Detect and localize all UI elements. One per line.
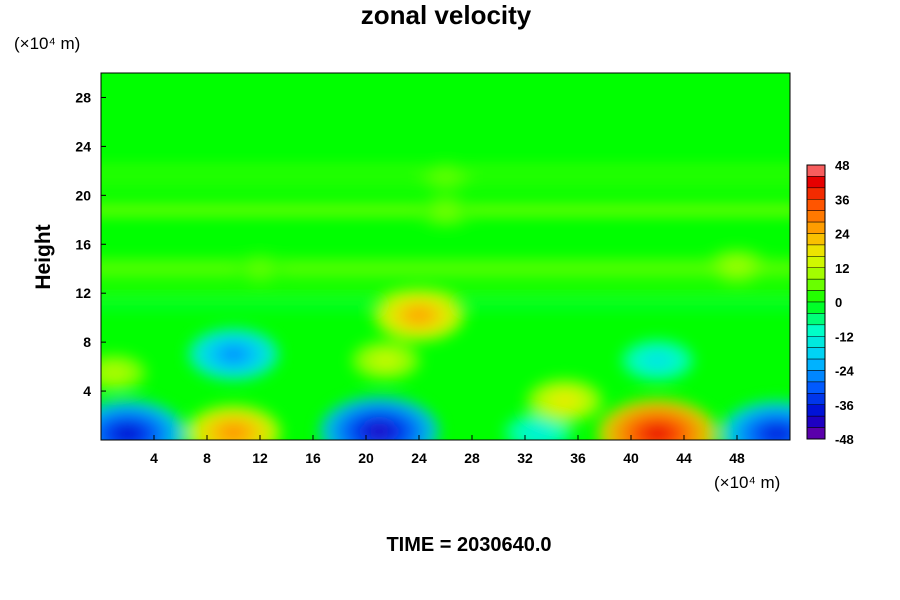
colorbar-tick-label: -12 <box>835 329 854 344</box>
colorbar-segment <box>806 199 826 211</box>
colorbar-tick-label: -24 <box>835 364 855 379</box>
x-tick-label: 12 <box>252 450 268 466</box>
colorbar-segment <box>806 381 826 394</box>
colorbar-tick-label: -48 <box>835 432 854 447</box>
y-tick-label: 16 <box>75 236 91 252</box>
colorbar-frame <box>806 164 826 440</box>
velocity-extremum <box>188 328 279 381</box>
colorbar-ticks: 48 36 24 12 0 -12 -24 -36 -48 <box>835 158 855 447</box>
colorbar-segment <box>806 164 826 177</box>
y-axis-unit: (×10⁴ m) <box>14 34 80 53</box>
velocity-extremum <box>706 248 768 284</box>
y-tick-label: 28 <box>75 89 91 105</box>
velocity-extremum <box>597 398 718 440</box>
colorbar-segment <box>806 336 826 348</box>
velocity-extremum <box>621 339 694 382</box>
y-axis-ticks: 4 8 12 16 20 24 28 <box>75 89 106 399</box>
colorbar-segment <box>806 176 826 189</box>
colorbar-segment <box>806 278 826 291</box>
plot-background <box>101 73 790 440</box>
y-tick-label: 4 <box>83 383 91 399</box>
x-axis-unit: (×10⁴ m) <box>714 473 780 492</box>
velocity-extremum <box>101 399 186 440</box>
velocity-extremum <box>232 253 288 285</box>
plot-area <box>100 72 791 441</box>
colorbar-segment <box>806 187 826 200</box>
velocity-band <box>101 288 790 296</box>
y-tick-label: 8 <box>83 334 91 350</box>
colorbar-segment <box>806 415 826 428</box>
x-tick-label: 36 <box>570 450 586 466</box>
y-tick-label: 24 <box>75 138 91 154</box>
x-tick-label: 20 <box>358 450 374 466</box>
colorbar-tick-label: 48 <box>835 158 849 173</box>
colorbar-segment <box>806 370 826 383</box>
colorbar-tick-label: -36 <box>835 398 854 413</box>
colorbar-tick-label: 0 <box>835 295 842 310</box>
colorbar-segment <box>806 393 826 406</box>
x-tick-label: 32 <box>517 450 533 466</box>
colorbar-segment <box>806 358 826 371</box>
velocity-extremum <box>351 340 421 381</box>
velocity-extremum <box>417 195 474 228</box>
y-tick-label: 12 <box>75 285 91 301</box>
x-tick-label: 48 <box>729 450 745 466</box>
colorbar-segment <box>806 404 826 417</box>
plot-frame <box>100 72 791 441</box>
x-tick-label: 4 <box>150 450 158 466</box>
velocity-extremum <box>373 288 465 342</box>
colorbar-segment <box>806 324 826 337</box>
colorbar-segment <box>806 290 826 303</box>
velocity-field <box>101 161 790 440</box>
velocity-extremum <box>526 378 603 423</box>
x-tick-label: 8 <box>203 450 211 466</box>
velocity-extremum <box>101 354 148 392</box>
colorbar-tick-label: 12 <box>835 261 849 276</box>
colorbar-segment <box>806 256 826 269</box>
x-axis-ticks: 4 8 12 16 20 24 28 32 36 40 44 48 <box>150 435 745 466</box>
colorbar-segment <box>806 221 826 234</box>
colorbar-segment <box>806 313 826 326</box>
colorbar-segment <box>806 301 826 314</box>
chart-title: zonal velocity <box>361 0 532 30</box>
colorbar-tick-label: 36 <box>835 192 849 207</box>
x-tick-label: 24 <box>411 450 427 466</box>
x-tick-label: 40 <box>623 450 639 466</box>
velocity-extremum <box>720 400 790 440</box>
y-axis-label: Height <box>32 224 55 289</box>
colorbar-segment <box>806 267 826 280</box>
colorbar-segment <box>806 427 826 440</box>
x-tick-label: 44 <box>676 450 692 466</box>
colorbar-segment <box>806 244 826 257</box>
velocity-band <box>101 258 790 279</box>
colorbar <box>806 164 826 440</box>
time-label: TIME = 2030640.0 <box>386 534 551 556</box>
velocity-extremum <box>319 396 440 440</box>
x-tick-label: 16 <box>305 450 321 466</box>
velocity-extremum <box>418 161 473 193</box>
colorbar-segment <box>806 210 826 223</box>
colorbar-tick-label: 24 <box>835 227 850 242</box>
colorbar-segment <box>806 347 826 360</box>
velocity-extremum <box>186 405 281 440</box>
y-tick-label: 20 <box>75 187 91 203</box>
x-tick-label: 28 <box>464 450 480 466</box>
colorbar-segment <box>806 233 826 246</box>
